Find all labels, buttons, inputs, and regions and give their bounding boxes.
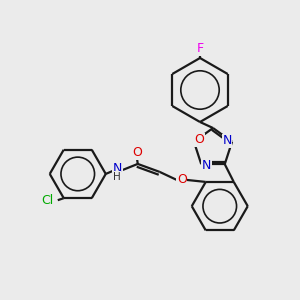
Text: N: N	[222, 134, 232, 147]
Text: O: O	[177, 173, 187, 186]
Text: H: H	[113, 172, 121, 182]
Text: Cl: Cl	[42, 194, 54, 207]
Text: O: O	[194, 133, 204, 146]
Text: F: F	[196, 43, 204, 56]
Text: O: O	[132, 146, 142, 159]
Text: N: N	[202, 159, 211, 172]
Text: N: N	[113, 162, 122, 176]
